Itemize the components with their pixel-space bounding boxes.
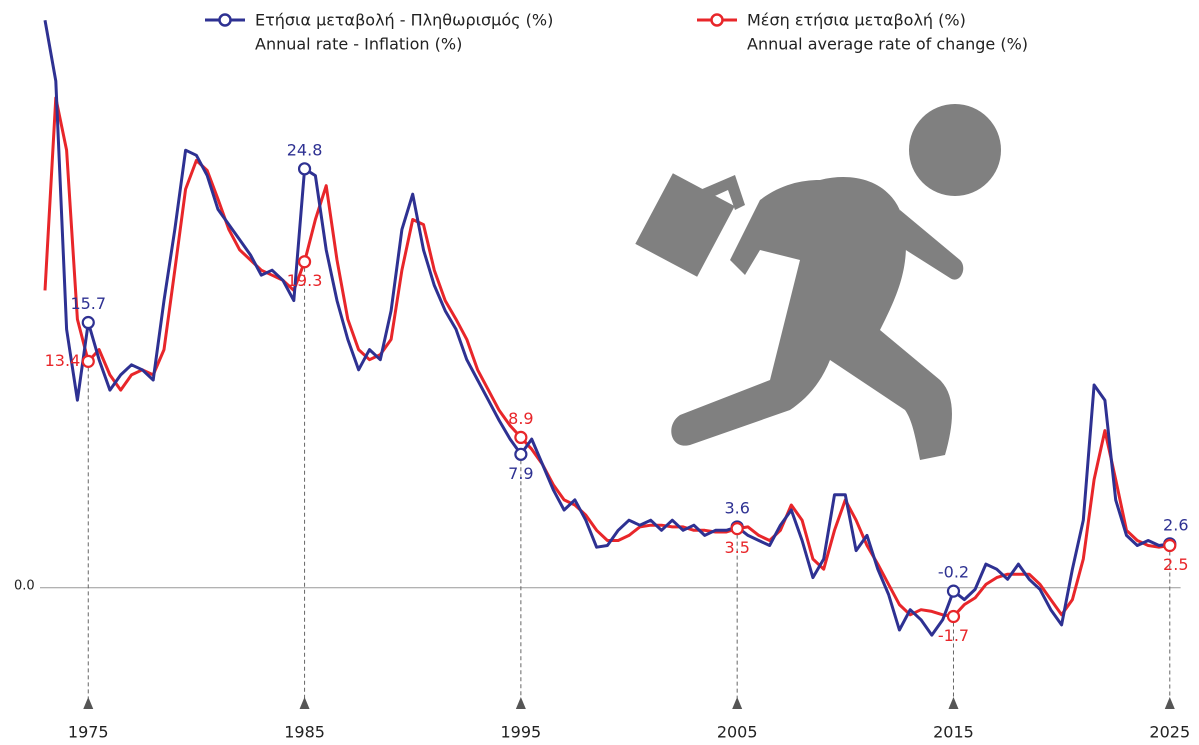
data-label: 7.9 [508, 464, 533, 483]
x-tick-label: 2025 [1149, 723, 1190, 742]
x-tick-mark [1164, 697, 1175, 709]
data-point [946, 609, 961, 624]
legend-sublabel: Annual average rate of change (%) [747, 35, 1028, 54]
legend-label: Ετήσια μεταβολή - Πληθωρισμός (%) [255, 11, 553, 30]
data-point [946, 584, 961, 598]
plot-area: 0.0 1975 15.7 13.4 1985 24.8 19.3 1995 7.9 8.9 200… [14, 19, 1190, 742]
x-tick-label: 1985 [284, 723, 325, 742]
data-point [297, 162, 312, 176]
x-tick-mark [83, 697, 94, 709]
data-label: -0.2 [938, 563, 969, 582]
legend-label: Μέση ετήσια μεταβολή (%) [747, 11, 966, 30]
data-point [730, 522, 744, 536]
data-label: 8.9 [508, 409, 533, 428]
data-label: 24.8 [287, 140, 323, 159]
data-label: -1.7 [938, 626, 969, 645]
data-point [81, 354, 95, 368]
runner-icon [635, 104, 1001, 460]
data-label: 3.5 [724, 538, 749, 557]
data-label: 3.6 [724, 498, 749, 517]
data-point [514, 447, 528, 461]
data-point [514, 430, 528, 445]
x-tick-label: 1975 [68, 723, 109, 742]
legend-marker [710, 13, 724, 27]
series-line [43, 96, 1171, 618]
data-point [297, 255, 312, 269]
x-tick-label: 2005 [717, 723, 758, 742]
y-tick-label: 0.0 [14, 578, 35, 593]
legend-sublabel: Annual rate - Inflation (%) [255, 35, 462, 54]
data-point [81, 315, 95, 330]
x-tick-mark [515, 697, 526, 709]
data-label: 15.7 [70, 294, 106, 313]
data-label: 13.4 [45, 351, 81, 370]
data-label: 19.3 [287, 271, 323, 290]
data-label: 2.5 [1163, 555, 1188, 574]
x-tick-label: 2015 [933, 723, 974, 742]
x-tick-mark [732, 697, 743, 709]
legend-marker [218, 13, 232, 27]
series-line [43, 19, 1171, 637]
data-point [1163, 538, 1177, 553]
x-tick-label: 1995 [501, 723, 542, 742]
data-label: 2.6 [1163, 515, 1188, 534]
x-tick-mark [948, 697, 959, 709]
legend: Ετήσια μεταβολή - Πληθωρισμός (%) Annual … [205, 11, 1028, 54]
x-tick-mark [299, 697, 310, 709]
